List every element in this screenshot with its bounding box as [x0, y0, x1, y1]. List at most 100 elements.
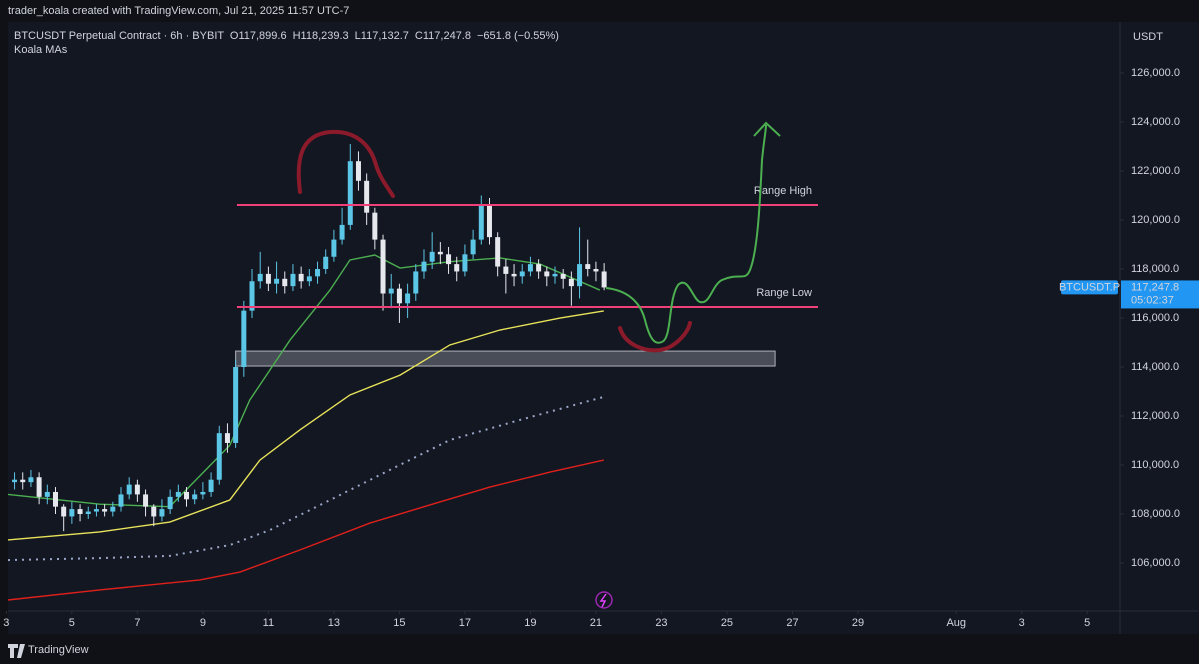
candle-body: [536, 264, 542, 272]
x-tick-label: 5: [69, 617, 75, 629]
y-tick-label: 106,000.0: [1131, 557, 1180, 569]
zone: [235, 350, 776, 367]
x-tick-label: 29: [852, 617, 864, 629]
credit: trader_koala created with TradingView.co…: [8, 5, 349, 17]
x-tick-label: 25: [721, 617, 733, 629]
currency: USDT: [1133, 31, 1163, 43]
candle-body: [372, 212, 378, 240]
legend-line: BTCUSDT Perpetual Contract · 6h · BYBIT O…: [14, 30, 559, 42]
symbol: BTCUSDT Perpetual Contract · 6h · BYBIT: [14, 30, 224, 42]
candle-body: [290, 273, 296, 287]
candle-body: [61, 506, 67, 517]
candle-body: [52, 491, 58, 507]
candle-body: [405, 293, 411, 304]
candle-body: [552, 273, 558, 277]
x-tick-label: 3: [1019, 617, 1025, 629]
candle-body: [134, 484, 140, 495]
candle-body: [175, 491, 181, 497]
y-tick-label: 126,000.0: [1131, 67, 1180, 79]
candle-body: [298, 273, 304, 282]
candle-body: [192, 494, 198, 500]
price-tag: [1121, 280, 1199, 309]
candle-body: [544, 271, 550, 277]
candle-body: [462, 254, 468, 272]
x-tick-label: 3: [3, 617, 9, 629]
drawn-arc: [296, 129, 395, 198]
symbol-tag: [1061, 280, 1118, 295]
candle-body: [257, 273, 263, 282]
candle-body: [527, 264, 533, 272]
candle-body: [593, 269, 599, 272]
candle-body: [44, 491, 50, 497]
level-label: Range Low: [756, 287, 812, 299]
x-tick-label: 27: [786, 617, 798, 629]
candle-body: [85, 511, 91, 515]
candle-body: [331, 239, 337, 257]
plot: 106,000.0 108,000.0 110,000.0 112,000.0 114,…: [3, 67, 1199, 629]
candle-body: [355, 161, 361, 181]
change: −651.8 (−0.55%): [477, 30, 559, 42]
candle-body: [519, 271, 525, 277]
open: O117,899.6: [230, 30, 287, 42]
candle-body: [560, 273, 566, 279]
candle-body: [69, 509, 75, 517]
candle-body: [12, 479, 18, 483]
event-icon[interactable]: [595, 591, 613, 609]
y-tick-label: 110,000.0: [1131, 459, 1179, 471]
candle-body: [36, 477, 42, 497]
y-tick-label: 118,000.0: [1131, 263, 1179, 275]
drawn-arrowhead: [753, 121, 781, 137]
candle-body: [380, 239, 386, 294]
candle-body: [110, 506, 116, 512]
countdown-label: 05:02:37: [1131, 294, 1174, 306]
candle-body: [511, 273, 517, 277]
y-tick-label: 120,000.0: [1131, 214, 1180, 226]
x-tick-label: 13: [328, 617, 340, 629]
candle-body: [265, 273, 271, 284]
candle-body: [446, 254, 452, 265]
candle-body: [421, 261, 427, 272]
x-tick-label: Aug: [946, 617, 966, 629]
drawn-path: [605, 124, 767, 344]
candle-body: [77, 509, 83, 515]
x-tick-label: 21: [590, 617, 602, 629]
candle-body: [388, 288, 394, 294]
x-tick-label: 23: [655, 617, 667, 629]
candle-body: [495, 237, 501, 267]
event-icon-bolt: [599, 593, 607, 608]
candle-body: [364, 180, 370, 213]
y-tick-label: 112,000.0: [1131, 410, 1179, 422]
candle-body: [20, 479, 26, 483]
x-tick-label: 9: [200, 617, 206, 629]
x-tick-label: 7: [134, 617, 140, 629]
candle-body: [151, 506, 157, 517]
candle-body: [323, 256, 329, 270]
candle-body: [601, 271, 607, 288]
candle-body: [143, 494, 149, 507]
candle-body: [470, 239, 476, 255]
candle-body: [241, 310, 247, 368]
candle-body: [486, 205, 492, 238]
candle-body: [208, 479, 214, 492]
y-tick-label: 122,000.0: [1131, 165, 1180, 177]
x-tick-label: 19: [524, 617, 536, 629]
moving-average: [7, 395, 605, 562]
x-tick-label: 15: [393, 617, 405, 629]
candle-body: [102, 509, 108, 512]
candle-body: [159, 509, 165, 517]
low: L117,132.7: [355, 30, 409, 42]
candle-body: [233, 367, 239, 443]
candle-body: [184, 491, 190, 500]
candle-body: [93, 509, 99, 512]
candle-body: [429, 251, 435, 262]
candle-body: [568, 278, 574, 287]
y-tick-label: 116,000.0: [1131, 312, 1179, 324]
brand-logo: [8, 644, 25, 658]
candle-body: [224, 433, 230, 443]
drawn-smile: [618, 321, 692, 353]
indicator: Koala MAs: [14, 44, 68, 56]
candle-body: [577, 264, 583, 287]
high: H118,239.3: [293, 30, 349, 42]
